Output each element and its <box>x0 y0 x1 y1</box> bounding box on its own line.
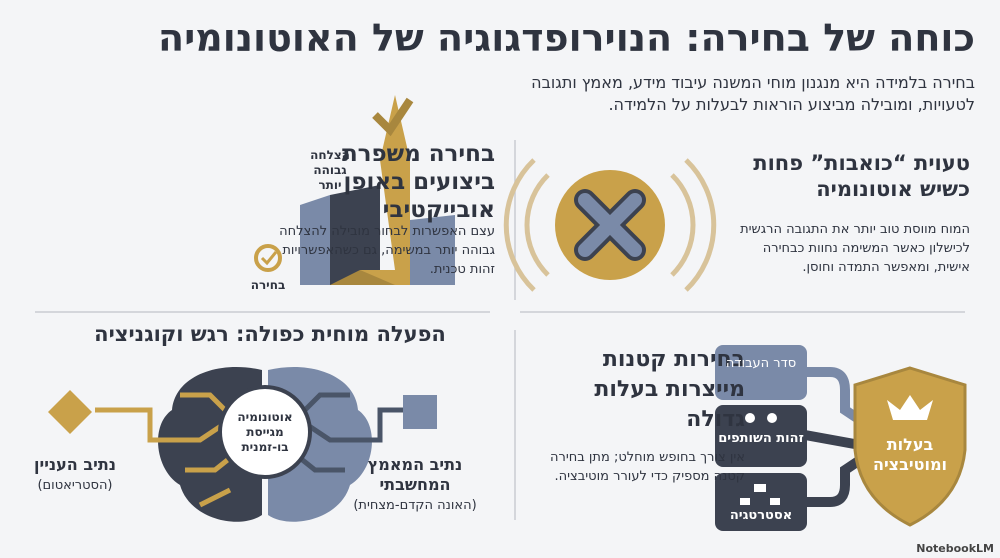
error-icon <box>503 158 717 292</box>
panel-title: בחירות קטנות מייצרות בעלות גדולה <box>594 347 745 432</box>
item-label: זהות השותפים <box>718 431 804 446</box>
shield-label: בעלות ומוטיבציה <box>872 435 948 474</box>
item-box <box>715 345 807 400</box>
path-sub: (הסטריאטום) <box>37 478 113 493</box>
item-box <box>715 473 807 531</box>
item-label: סדר העבודה <box>725 356 797 371</box>
title: כוחה של בחירה: הנוירופדגוגיה של האוטונומ… <box>157 16 975 60</box>
brand: NotebookLM <box>916 542 994 555</box>
chart-label: הצלחה גבוהה יותר <box>310 148 350 192</box>
connectors <box>804 367 863 507</box>
panel-title: הפעלה מוחית כפולה: רגש וקוגניציה <box>94 322 446 346</box>
item-icons <box>740 413 780 505</box>
panel-title: בחירה משפרת ביצועים באופן אובייקטיבי <box>341 141 495 223</box>
panel-text: המוח מווסת טוב יותר את התגובה הרגשית לכי… <box>740 222 970 275</box>
panel-text: אין צורך בחופש מוחלט; מתן בחירה קטנה מספ… <box>550 450 745 484</box>
brain-center: אוטונומיה מגייסת בו-זמנית <box>237 410 293 454</box>
panel-text: עצם האפשרות לבחור מובילה להצלחה גבוהה יו… <box>279 224 495 277</box>
path-sub: (האונה הקדם-מצחית) <box>353 498 477 513</box>
crown <box>887 395 933 420</box>
path-label: נתיב המאמץ המחשבתי <box>367 455 463 494</box>
item-box <box>715 405 807 467</box>
panel-title: טעוית “כואבות” פחות כשיש אוטונומיה <box>753 151 970 201</box>
path-label: נתיב העניין <box>33 455 117 474</box>
performance-chart <box>254 95 455 285</box>
item-label: אסטרטגיה <box>729 508 793 523</box>
subtitle: בחירה בלמידה היא מנגנון מוחי המשנה עיבוד… <box>531 73 975 114</box>
brain <box>48 366 437 522</box>
shield <box>853 366 967 527</box>
dividers <box>35 140 965 520</box>
chart-label: בחירה <box>250 278 286 292</box>
